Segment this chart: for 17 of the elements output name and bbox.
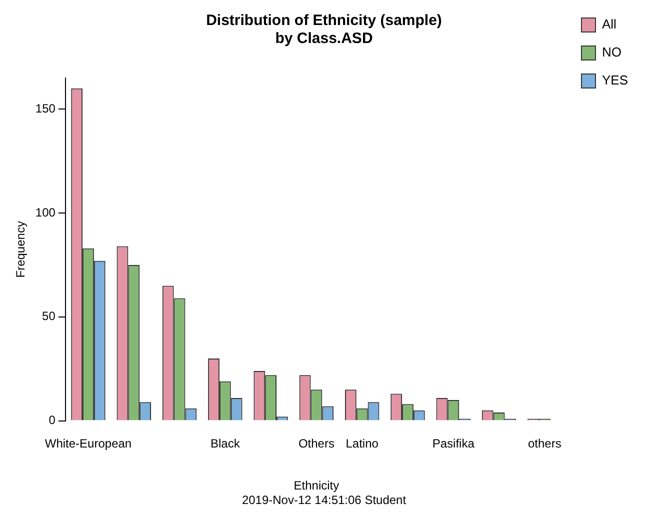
chart-title: Distribution of Ethnicity (sample) by Class.ASD xyxy=(206,12,442,48)
legend-label: All xyxy=(602,16,617,32)
y-tick-label: 150 xyxy=(35,101,56,116)
x-tick-label: Others xyxy=(298,436,334,450)
legend-label: NO xyxy=(602,44,622,60)
x-tick-label: Latino xyxy=(346,436,379,450)
y-axis-title: Frequency xyxy=(14,221,28,278)
legend-label: YES xyxy=(602,72,628,88)
x-axis-title: Ethnicity xyxy=(294,478,340,493)
text: 2019-Nov-12 14:51:06 Student xyxy=(242,493,407,508)
x-tick-label: Black xyxy=(210,436,241,450)
y-tick-label: 0 xyxy=(48,413,56,428)
y-tick-label: 50 xyxy=(42,309,56,324)
x-tick-label: others xyxy=(528,436,562,450)
y-tick-label: 100 xyxy=(35,205,56,220)
x-tick-label: Pasifika xyxy=(432,436,475,450)
x-tick-label: White-European xyxy=(44,436,132,450)
